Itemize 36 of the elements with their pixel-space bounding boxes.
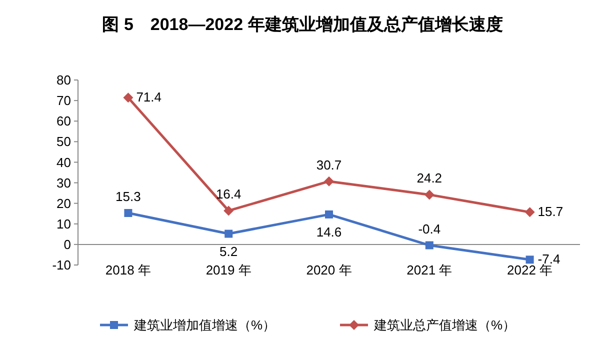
y-tick-label: 50 [56, 134, 71, 150]
data-label: 5.2 [220, 244, 238, 259]
y-tick-label: 80 [56, 72, 71, 88]
y-tick-label: 20 [56, 196, 71, 211]
data-label: 15.3 [116, 188, 141, 204]
x-tick-label: 2018 年 [105, 262, 151, 278]
y-tick-label: 40 [56, 154, 71, 170]
point [123, 92, 134, 103]
data-label: 30.7 [316, 157, 342, 172]
data-label: 71.4 [136, 90, 162, 105]
data-label: 15.7 [538, 204, 564, 220]
data-label: -0.4 [418, 221, 441, 236]
y-tick-label: 0 [64, 236, 71, 252]
y-tick-label: 10 [56, 216, 71, 232]
point [424, 190, 434, 200]
legend-label: 建筑业总产值增速（%） [373, 318, 516, 333]
point [324, 176, 334, 186]
legend-label: 建筑业增加值增速（%） [133, 318, 276, 333]
point [526, 256, 534, 264]
data-label: 16.4 [216, 186, 242, 202]
point [325, 210, 333, 218]
y-tick-label: -10 [52, 258, 71, 273]
point [524, 207, 535, 218]
point [124, 208, 132, 217]
point [224, 230, 233, 238]
chart-title: 图 5 2018—2022 年建筑业增加值及总产值增长速度 [102, 15, 503, 34]
x-tick-label: 2021 年 [406, 262, 452, 278]
data-label: 14.6 [316, 224, 342, 240]
y-tick-label: 70 [56, 93, 71, 108]
data-label: 24.2 [416, 170, 442, 186]
x-tick-label: 2019 年 [206, 262, 252, 278]
x-tick-label: 2020 年 [306, 262, 352, 278]
y-tick-label: 60 [56, 114, 71, 129]
point [425, 241, 434, 250]
point [224, 206, 234, 216]
y-tick-label: 30 [56, 175, 71, 190]
